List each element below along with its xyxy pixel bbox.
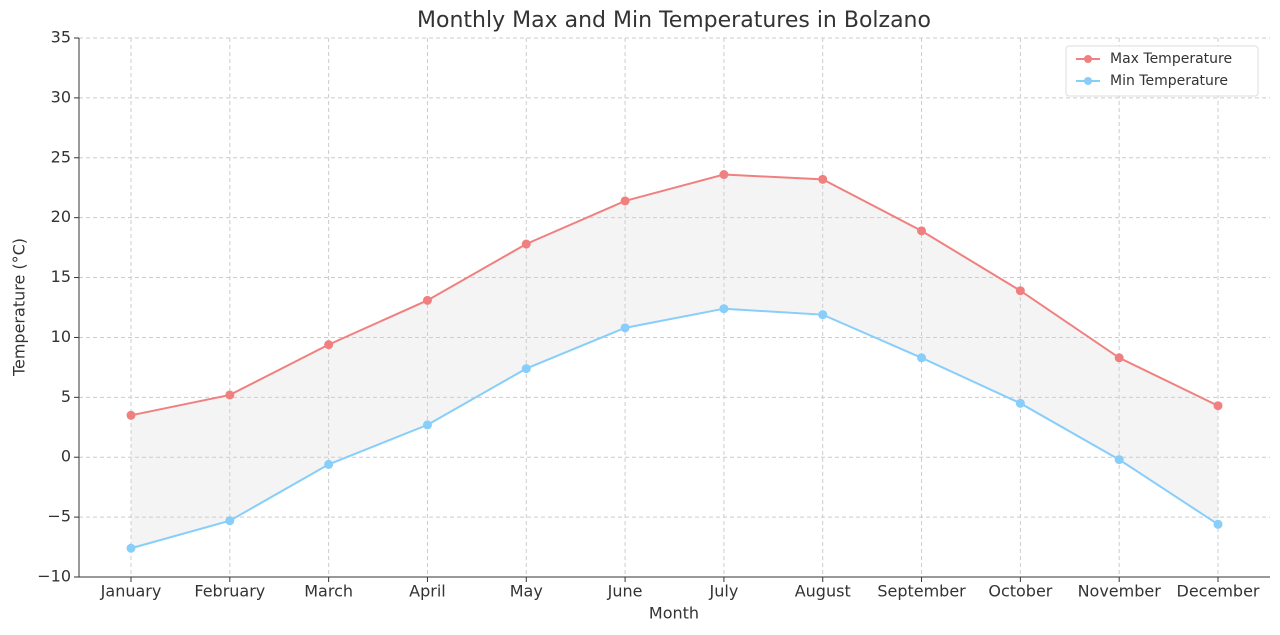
data-point	[1114, 455, 1124, 465]
series-line	[130, 307, 1219, 550]
x-tick-label: December	[1177, 582, 1260, 601]
data-point	[818, 310, 828, 320]
data-point	[422, 420, 432, 430]
data-point	[719, 304, 729, 314]
data-point	[126, 410, 136, 420]
data-point	[1114, 353, 1124, 363]
data-point	[620, 323, 630, 333]
data-point	[324, 340, 334, 350]
data-point	[1213, 519, 1223, 529]
range-area	[131, 174, 1218, 549]
y-tick-label: 30	[51, 87, 71, 106]
x-tick-label: October	[988, 582, 1052, 601]
x-tick-label: May	[510, 582, 543, 601]
data-point	[818, 174, 828, 184]
data-point	[521, 364, 531, 374]
data-point	[620, 196, 630, 206]
y-tick-label: −5	[47, 507, 71, 526]
data-point	[324, 459, 334, 469]
legend-marker	[1084, 77, 1092, 85]
x-tick-label: August	[795, 582, 851, 601]
x-tick-label: February	[194, 582, 265, 601]
y-tick-label: 20	[51, 207, 71, 226]
series-line	[130, 173, 1219, 417]
x-tick-label: September	[877, 582, 966, 601]
x-tick-label: April	[409, 582, 446, 601]
legend: Max Temperature Min Temperature	[1065, 45, 1259, 97]
data-point	[1015, 398, 1025, 408]
legend-label: Min Temperature	[1110, 73, 1228, 89]
y-tick-label: 25	[51, 147, 71, 166]
y-tick-label: 35	[51, 28, 71, 47]
y-tick-label: 0	[61, 447, 71, 466]
legend-label: Max Temperature	[1110, 51, 1232, 67]
x-tick-label: January	[100, 582, 162, 601]
legend-marker	[1084, 55, 1092, 63]
chart-title: Monthly Max and Min Temperatures in Bolz…	[417, 8, 931, 33]
data-point	[719, 170, 729, 180]
x-tick-label: March	[304, 582, 353, 601]
data-point	[422, 295, 432, 305]
data-point	[225, 390, 235, 400]
data-point	[1213, 401, 1223, 411]
y-tick-label: 5	[61, 387, 71, 406]
x-tick-label: June	[607, 582, 643, 601]
legend-box	[1065, 45, 1259, 97]
y-axis-label: Temperature (°C)	[10, 238, 29, 377]
x-axis-label: Month	[649, 604, 699, 623]
data-point	[225, 516, 235, 526]
x-tick-label: November	[1078, 582, 1162, 601]
y-tick-label: 15	[51, 267, 71, 286]
x-tick-label: July	[709, 582, 739, 601]
data-point	[1015, 286, 1025, 296]
y-tick-label: −10	[37, 567, 71, 586]
data-point	[917, 226, 927, 236]
data-point	[917, 353, 927, 363]
y-tick-label: 10	[51, 327, 71, 346]
data-point	[126, 543, 136, 553]
data-point	[521, 239, 531, 249]
